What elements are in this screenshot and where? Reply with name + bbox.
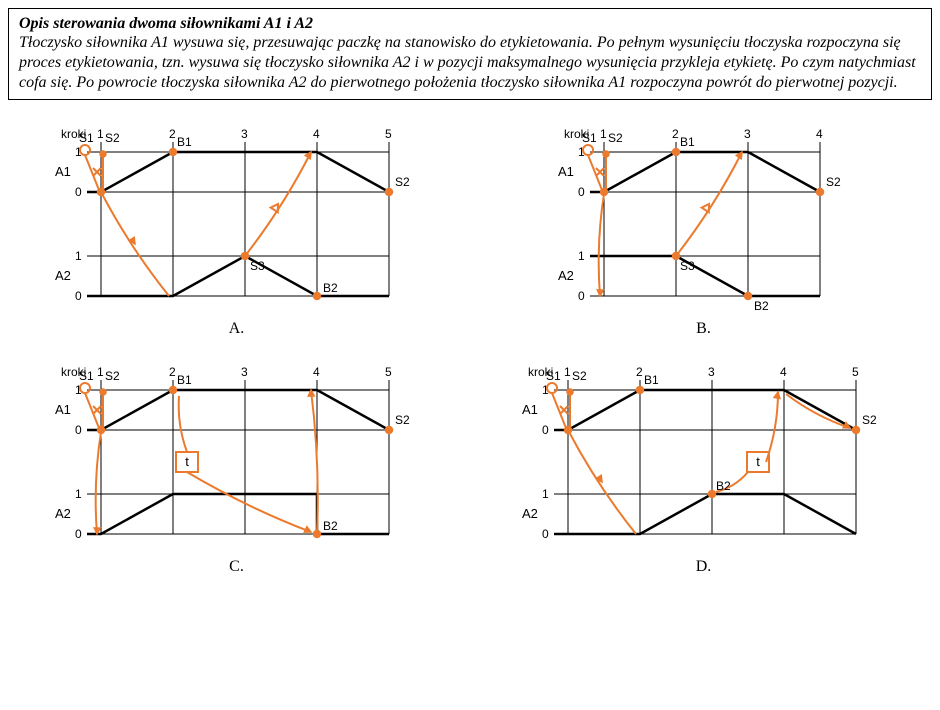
step-diagram: 1234kroki10A110A2S1S2B1S2S3B2 <box>548 120 860 316</box>
step-diagram: 12345kroki10A110A2S1S2B1S2S3B2 <box>45 120 429 316</box>
svg-text:B1: B1 <box>177 135 192 149</box>
svg-text:B2: B2 <box>754 299 769 313</box>
svg-text:5: 5 <box>385 365 392 379</box>
svg-text:2: 2 <box>636 365 643 379</box>
step-diagram: 12345kroki10A110A2tS1S2B1S2B2 <box>45 358 429 554</box>
svg-text:5: 5 <box>385 127 392 141</box>
svg-text:2: 2 <box>672 127 679 141</box>
svg-text:B2: B2 <box>323 281 338 295</box>
svg-text:1: 1 <box>97 127 104 141</box>
svg-text:A2: A2 <box>558 268 574 283</box>
svg-text:3: 3 <box>241 127 248 141</box>
svg-text:B1: B1 <box>644 373 659 387</box>
svg-text:1: 1 <box>542 487 549 501</box>
svg-text:0: 0 <box>578 185 585 199</box>
diagram-panel-C: 12345kroki10A110A2tS1S2B1S2B2C. <box>18 358 455 576</box>
svg-text:S3: S3 <box>250 259 265 273</box>
svg-text:A1: A1 <box>558 164 574 179</box>
svg-text:B1: B1 <box>680 135 695 149</box>
svg-text:1: 1 <box>97 365 104 379</box>
svg-text:1: 1 <box>75 249 82 263</box>
svg-text:0: 0 <box>75 289 82 303</box>
panel-label: B. <box>696 320 711 338</box>
svg-text:3: 3 <box>241 365 248 379</box>
panel-label: D. <box>696 558 712 576</box>
svg-text:A1: A1 <box>55 164 71 179</box>
svg-text:B2: B2 <box>323 519 338 533</box>
svg-text:2: 2 <box>169 127 176 141</box>
panel-label: C. <box>229 558 244 576</box>
svg-text:A2: A2 <box>522 506 538 521</box>
svg-text:0: 0 <box>75 185 82 199</box>
svg-text:A2: A2 <box>55 268 71 283</box>
svg-text:4: 4 <box>313 365 320 379</box>
svg-text:t: t <box>185 454 189 469</box>
svg-text:t: t <box>756 454 760 469</box>
description-box: Opis sterowania dwoma siłownikami A1 i A… <box>8 8 932 100</box>
diagram-panel-A: 12345kroki10A110A2S1S2B1S2S3B2A. <box>18 120 455 338</box>
svg-text:1: 1 <box>578 249 585 263</box>
svg-text:S2: S2 <box>608 131 623 145</box>
svg-text:S2: S2 <box>105 369 120 383</box>
diagram-panel-B: 1234kroki10A110A2S1S2B1S2S3B2B. <box>485 120 922 338</box>
step-diagram: 12345kroki10A110A2tS1S2B1S2B2 <box>512 358 896 554</box>
description-body: Tłoczysko siłownika A1 wysuwa się, przes… <box>19 33 921 93</box>
svg-text:3: 3 <box>708 365 715 379</box>
svg-text:S1: S1 <box>582 131 597 145</box>
diagram-grid: 12345kroki10A110A2S1S2B1S2S3B2A.1234krok… <box>8 112 932 584</box>
svg-text:A1: A1 <box>55 402 71 417</box>
svg-text:A1: A1 <box>522 402 538 417</box>
svg-text:1: 1 <box>600 127 607 141</box>
svg-text:S2: S2 <box>572 369 587 383</box>
svg-text:4: 4 <box>816 127 823 141</box>
panel-label: A. <box>229 320 245 338</box>
svg-text:4: 4 <box>780 365 787 379</box>
svg-text:0: 0 <box>75 527 82 541</box>
svg-text:S2: S2 <box>862 413 877 427</box>
svg-text:B1: B1 <box>177 373 192 387</box>
description-title: Opis sterowania dwoma siłownikami A1 i A… <box>19 15 921 33</box>
svg-text:S2: S2 <box>395 413 410 427</box>
svg-text:S2: S2 <box>826 175 841 189</box>
svg-text:3: 3 <box>744 127 751 141</box>
svg-text:S1: S1 <box>546 369 561 383</box>
svg-text:A2: A2 <box>55 506 71 521</box>
svg-text:2: 2 <box>169 365 176 379</box>
svg-text:B2: B2 <box>716 479 731 493</box>
svg-text:0: 0 <box>542 423 549 437</box>
svg-text:0: 0 <box>75 423 82 437</box>
svg-text:S2: S2 <box>395 175 410 189</box>
svg-text:0: 0 <box>542 527 549 541</box>
svg-text:S1: S1 <box>79 369 94 383</box>
svg-text:1: 1 <box>75 487 82 501</box>
svg-text:0: 0 <box>578 289 585 303</box>
svg-text:1: 1 <box>564 365 571 379</box>
svg-text:S2: S2 <box>105 131 120 145</box>
svg-text:S1: S1 <box>79 131 94 145</box>
svg-text:4: 4 <box>313 127 320 141</box>
diagram-panel-D: 12345kroki10A110A2tS1S2B1S2B2D. <box>485 358 922 576</box>
svg-text:5: 5 <box>852 365 859 379</box>
svg-text:S3: S3 <box>680 259 695 273</box>
